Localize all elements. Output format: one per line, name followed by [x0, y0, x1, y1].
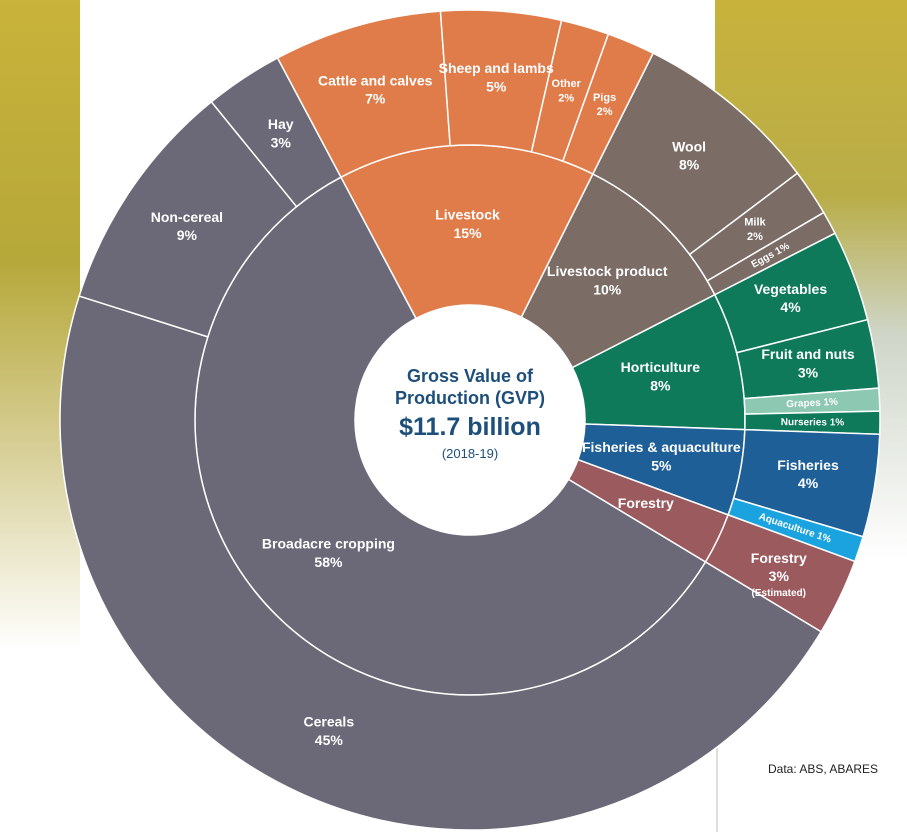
- segment-name: Wool: [672, 138, 706, 154]
- subtitle: (2018-19): [375, 446, 565, 461]
- segment-name: Non-cereal: [151, 209, 223, 225]
- segment-name: Fisheries: [777, 457, 839, 473]
- source-note: Data: ABS, ABARES: [768, 762, 878, 776]
- segment-value: 9%: [177, 227, 198, 243]
- segment-name: Nurseries: [781, 417, 828, 428]
- segment-value: 4%: [780, 299, 801, 315]
- segment-label: Nurseries 1%: [781, 417, 845, 428]
- segment-name: Sheep and lambs: [439, 60, 554, 76]
- segment-value: 10%: [593, 281, 622, 297]
- segment-name: Livestock product: [547, 263, 668, 279]
- segment-value: 5%: [486, 78, 507, 94]
- segment-value: 3%: [271, 134, 292, 150]
- segment-value: 8%: [650, 377, 671, 393]
- segment-value: 45%: [315, 732, 344, 748]
- segment-value: 2%: [747, 231, 763, 243]
- segment-name: Fisheries & aquaculture: [582, 439, 741, 455]
- segment-name: Livestock: [435, 207, 500, 223]
- segment-value: 4%: [798, 475, 819, 491]
- segment-name: Milk: [744, 217, 766, 229]
- segment-name: Cattle and calves: [318, 72, 433, 88]
- segment-value: 7%: [365, 91, 386, 107]
- segment-note: (Estimated): [752, 588, 806, 599]
- chart-title: Gross Value of Production (GVP): [375, 365, 565, 409]
- segment-name: Other: [552, 78, 582, 90]
- segment-name: Hay: [268, 116, 294, 132]
- segment-name: Horticulture: [621, 359, 701, 375]
- segment-name: Forestry: [751, 550, 807, 566]
- segment-name: Grapes: [786, 397, 821, 410]
- segment-value: 1%: [830, 417, 845, 428]
- segment-value: 58%: [314, 554, 343, 570]
- segment-value: 8%: [679, 157, 700, 173]
- segment-value: 5%: [651, 457, 672, 473]
- segment-value: 15%: [454, 225, 483, 241]
- segment-value: 2%: [597, 106, 613, 118]
- segment-name: Forestry: [618, 495, 674, 511]
- segment-value: 3%: [769, 568, 790, 584]
- segment-name: Broadacre cropping: [262, 536, 395, 552]
- page: Livestock 15% Cattle and calves 7% Sheep and…: [0, 0, 907, 832]
- segment-name: Fruit and nuts: [761, 346, 855, 362]
- segment-name: Pigs: [593, 92, 616, 104]
- segment-value: 3%: [798, 364, 819, 380]
- center-label: Gross Value of Production (GVP) $11.7 bi…: [375, 365, 565, 461]
- segment-name: Vegetables: [754, 281, 827, 297]
- total-value: $11.7 billion: [375, 413, 565, 442]
- segment-name: Cereals: [304, 714, 355, 730]
- segment-value: 2%: [558, 92, 574, 104]
- segment-value: 1%: [823, 396, 838, 408]
